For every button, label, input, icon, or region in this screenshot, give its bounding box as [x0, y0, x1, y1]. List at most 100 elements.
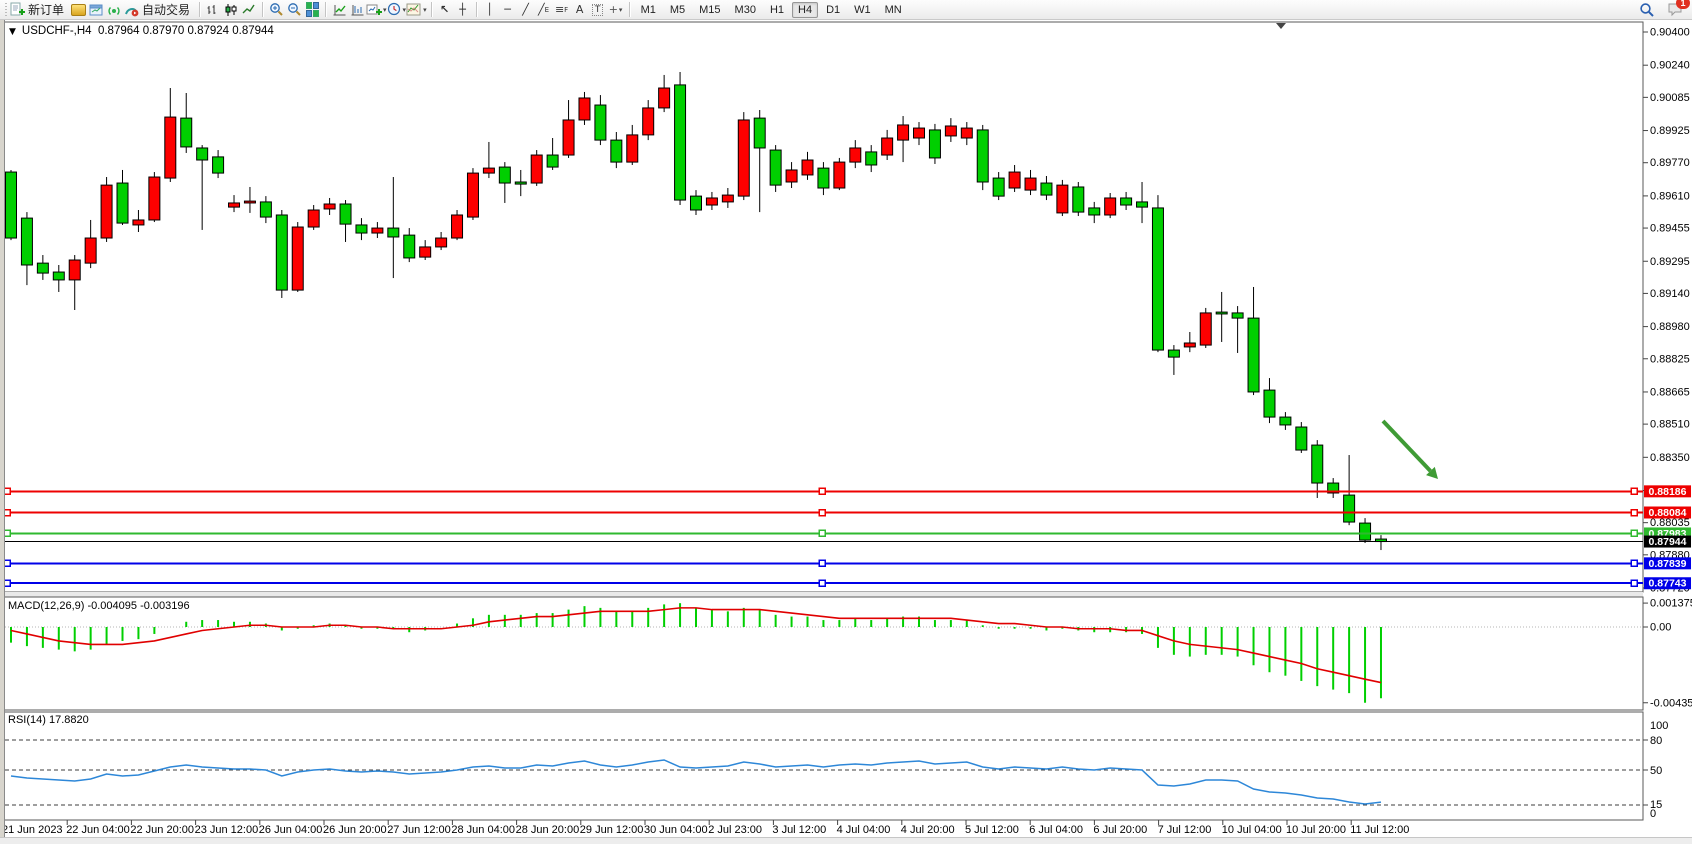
line-handle[interactable] — [1630, 508, 1638, 517]
tile-windows-icon[interactable] — [303, 1, 321, 18]
time-axis[interactable]: 21 Jun 2023 22 Jun 04:00 22 Jun 20:00 23 Ju… — [2, 820, 1409, 836]
timeframe-D1[interactable]: D1 — [826, 3, 841, 16]
notification-badge[interactable]: 1 — [1676, 0, 1690, 9]
line-handle[interactable] — [818, 579, 826, 587]
indicators-icon[interactable] — [330, 1, 348, 18]
hline-0.88186[interactable] — [3, 487, 1643, 496]
candle-body — [1263, 389, 1276, 418]
dropdown-caret-icon[interactable]: ▾ — [383, 5, 387, 14]
new-order-button[interactable]: 新订单 — [28, 3, 65, 17]
price-tick-label: 0.88350 — [1650, 452, 1690, 464]
candle-body — [865, 151, 878, 166]
arrow-shaft[interactable] — [1381, 419, 1432, 473]
rsi-line — [10, 759, 1382, 805]
search-icon[interactable] — [1638, 1, 1656, 18]
candle-body — [530, 154, 543, 184]
timeframe-H1[interactable]: H1 — [769, 3, 785, 16]
timeframe-M1[interactable]: M1 — [640, 3, 656, 16]
vertical-line-tool-icon[interactable]: │ — [486, 3, 493, 16]
crosshair-icon[interactable]: ┼ — [459, 3, 466, 16]
add-indicator-icon[interactable]: ▾ — [366, 1, 387, 18]
timeframe-W1[interactable]: W1 — [854, 3, 871, 16]
time-tick-label: 28 Jun 20:00 — [516, 824, 580, 836]
candle-body — [1343, 494, 1356, 523]
price-tick-label: 0.88510 — [1650, 419, 1690, 431]
pane-splitter[interactable] — [4, 592, 1643, 597]
fibonacci-tool-icon[interactable]: ≡ F — [554, 3, 569, 16]
candle-body — [658, 87, 671, 109]
candle-chart-mode-icon[interactable] — [222, 1, 240, 18]
candle-body — [1056, 184, 1069, 214]
price-tick-label: 0.88980 — [1650, 321, 1690, 333]
price-tick-label: 0.89925 — [1650, 125, 1690, 137]
autotrading-button[interactable]: 自动交易 — [142, 3, 191, 17]
price-tick-label: 0.89770 — [1650, 157, 1690, 169]
price-tick-label: 0.88825 — [1650, 353, 1690, 365]
line-handle[interactable] — [1630, 559, 1638, 568]
indicator-windows-icon[interactable] — [348, 1, 366, 18]
line-handle[interactable] — [818, 559, 826, 568]
channel-tool-icon[interactable]: ╱ E — [538, 3, 550, 16]
candle-body — [1231, 312, 1244, 319]
candle-body — [1295, 426, 1308, 451]
candle-body — [243, 200, 256, 204]
line-handle[interactable] — [1630, 579, 1638, 587]
horizontal-lines — [3, 487, 1643, 587]
bar-chart-mode-icon[interactable] — [204, 1, 222, 18]
time-tick-label: 28 Jun 04:00 — [451, 824, 515, 836]
template-icon[interactable]: ▾ — [406, 1, 427, 18]
price-badge — [1644, 557, 1691, 570]
candle-body — [753, 117, 766, 149]
candle-body — [403, 234, 416, 259]
candle-body — [1040, 182, 1053, 196]
horizontal-line-tool-icon[interactable]: ─ — [504, 3, 511, 16]
signals-icon[interactable] — [105, 1, 123, 18]
period-icon[interactable]: ▾ — [387, 1, 407, 18]
text-tool-icon[interactable]: A — [575, 3, 584, 16]
autotrading-icon[interactable] — [123, 1, 141, 18]
timeframe-M30[interactable]: M30 — [734, 3, 756, 16]
candle-body — [20, 217, 33, 266]
candle-body — [1247, 317, 1260, 393]
trendline-tool-icon[interactable]: ╱ — [522, 3, 529, 16]
profile-icon[interactable] — [69, 1, 87, 18]
rsi-pane[interactable] — [3, 711, 1644, 821]
dropdown-caret-icon[interactable]: ▾ — [402, 5, 407, 14]
line-chart-mode-icon[interactable] — [240, 1, 258, 18]
hline-0.87743[interactable] — [3, 579, 1643, 587]
arrows-tool-icon[interactable]: + ▾ — [608, 3, 623, 16]
line-handle[interactable] — [818, 529, 826, 538]
dropdown-caret-icon[interactable]: ▾ — [423, 5, 427, 14]
timeframe-M15[interactable]: M15 — [699, 3, 721, 16]
cursor-icon[interactable]: ↖ — [439, 3, 450, 16]
timeframe-H4[interactable]: H4 — [792, 1, 819, 18]
price-axis: 0.90400 0.90240 0.90085 0.89925 0.89770 0.896… — [1643, 27, 1690, 595]
zoom-in-icon[interactable] — [267, 1, 285, 18]
candle-body — [1327, 482, 1340, 494]
chat-icon[interactable]: 1 — [1666, 0, 1690, 18]
candle-body — [498, 166, 511, 184]
arrow-head-icon[interactable] — [1426, 466, 1438, 479]
time-tick-label: 6 Jul 20:00 — [1093, 824, 1147, 836]
chart-shift-marker-icon[interactable] — [1276, 23, 1286, 29]
line-handle[interactable] — [818, 487, 826, 496]
line-handle[interactable] — [1630, 529, 1638, 538]
price-pane[interactable] — [3, 21, 1644, 593]
trend-arrow[interactable] — [1381, 419, 1438, 479]
line-handle[interactable] — [1630, 487, 1638, 496]
text-label-tool-icon[interactable]: T — [589, 1, 607, 18]
time-tick-label: 23 Jun 12:00 — [195, 824, 259, 836]
zoom-out-icon[interactable] — [285, 1, 303, 18]
macd-pane[interactable] — [3, 596, 1644, 711]
chart-window-icon[interactable] — [87, 1, 105, 18]
new-order-icon[interactable] — [9, 1, 27, 18]
line-handle[interactable] — [818, 508, 826, 517]
chart-menu-icon[interactable]: ▼ — [9, 27, 16, 37]
candle-body — [594, 104, 607, 141]
timeframe-MN[interactable]: MN — [884, 3, 902, 16]
timeframe-M5[interactable]: M5 — [669, 3, 686, 16]
candle-body — [769, 149, 782, 186]
chart-ohlc-values: 0.87964 0.87970 0.87924 0.87944 — [97, 25, 274, 37]
price-tick-label: 0.90085 — [1650, 92, 1690, 104]
